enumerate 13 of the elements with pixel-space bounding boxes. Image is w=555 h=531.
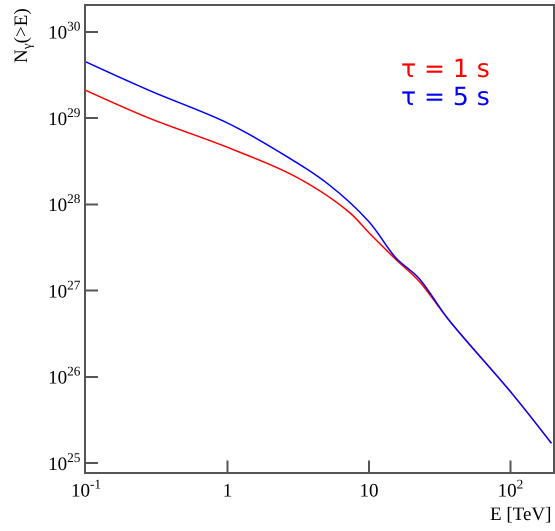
x-tick-label: 10 bbox=[359, 480, 378, 502]
y-tick-label: 10$^{28}$ bbox=[48, 191, 81, 216]
x-tick-label: 10$^{2}$ bbox=[498, 476, 524, 502]
x-tick-label: 10$^{-1}$ bbox=[70, 476, 102, 502]
y-tick-label: 10$^{29}$ bbox=[48, 104, 81, 130]
y-tick-label: 10$^{26}$ bbox=[48, 364, 81, 389]
x-tick-label: 1 bbox=[222, 480, 232, 502]
y-tick-label: 10$^{27}$ bbox=[48, 277, 81, 302]
y-tick-label: 10$^{30}$ bbox=[48, 18, 81, 44]
x-axis-title: E [TeV] bbox=[490, 504, 552, 525]
y-tick-label: 10$^{25}$ bbox=[48, 450, 81, 475]
text: τ = 1 s bbox=[401, 54, 490, 83]
text: τ = 5 s bbox=[401, 82, 490, 111]
